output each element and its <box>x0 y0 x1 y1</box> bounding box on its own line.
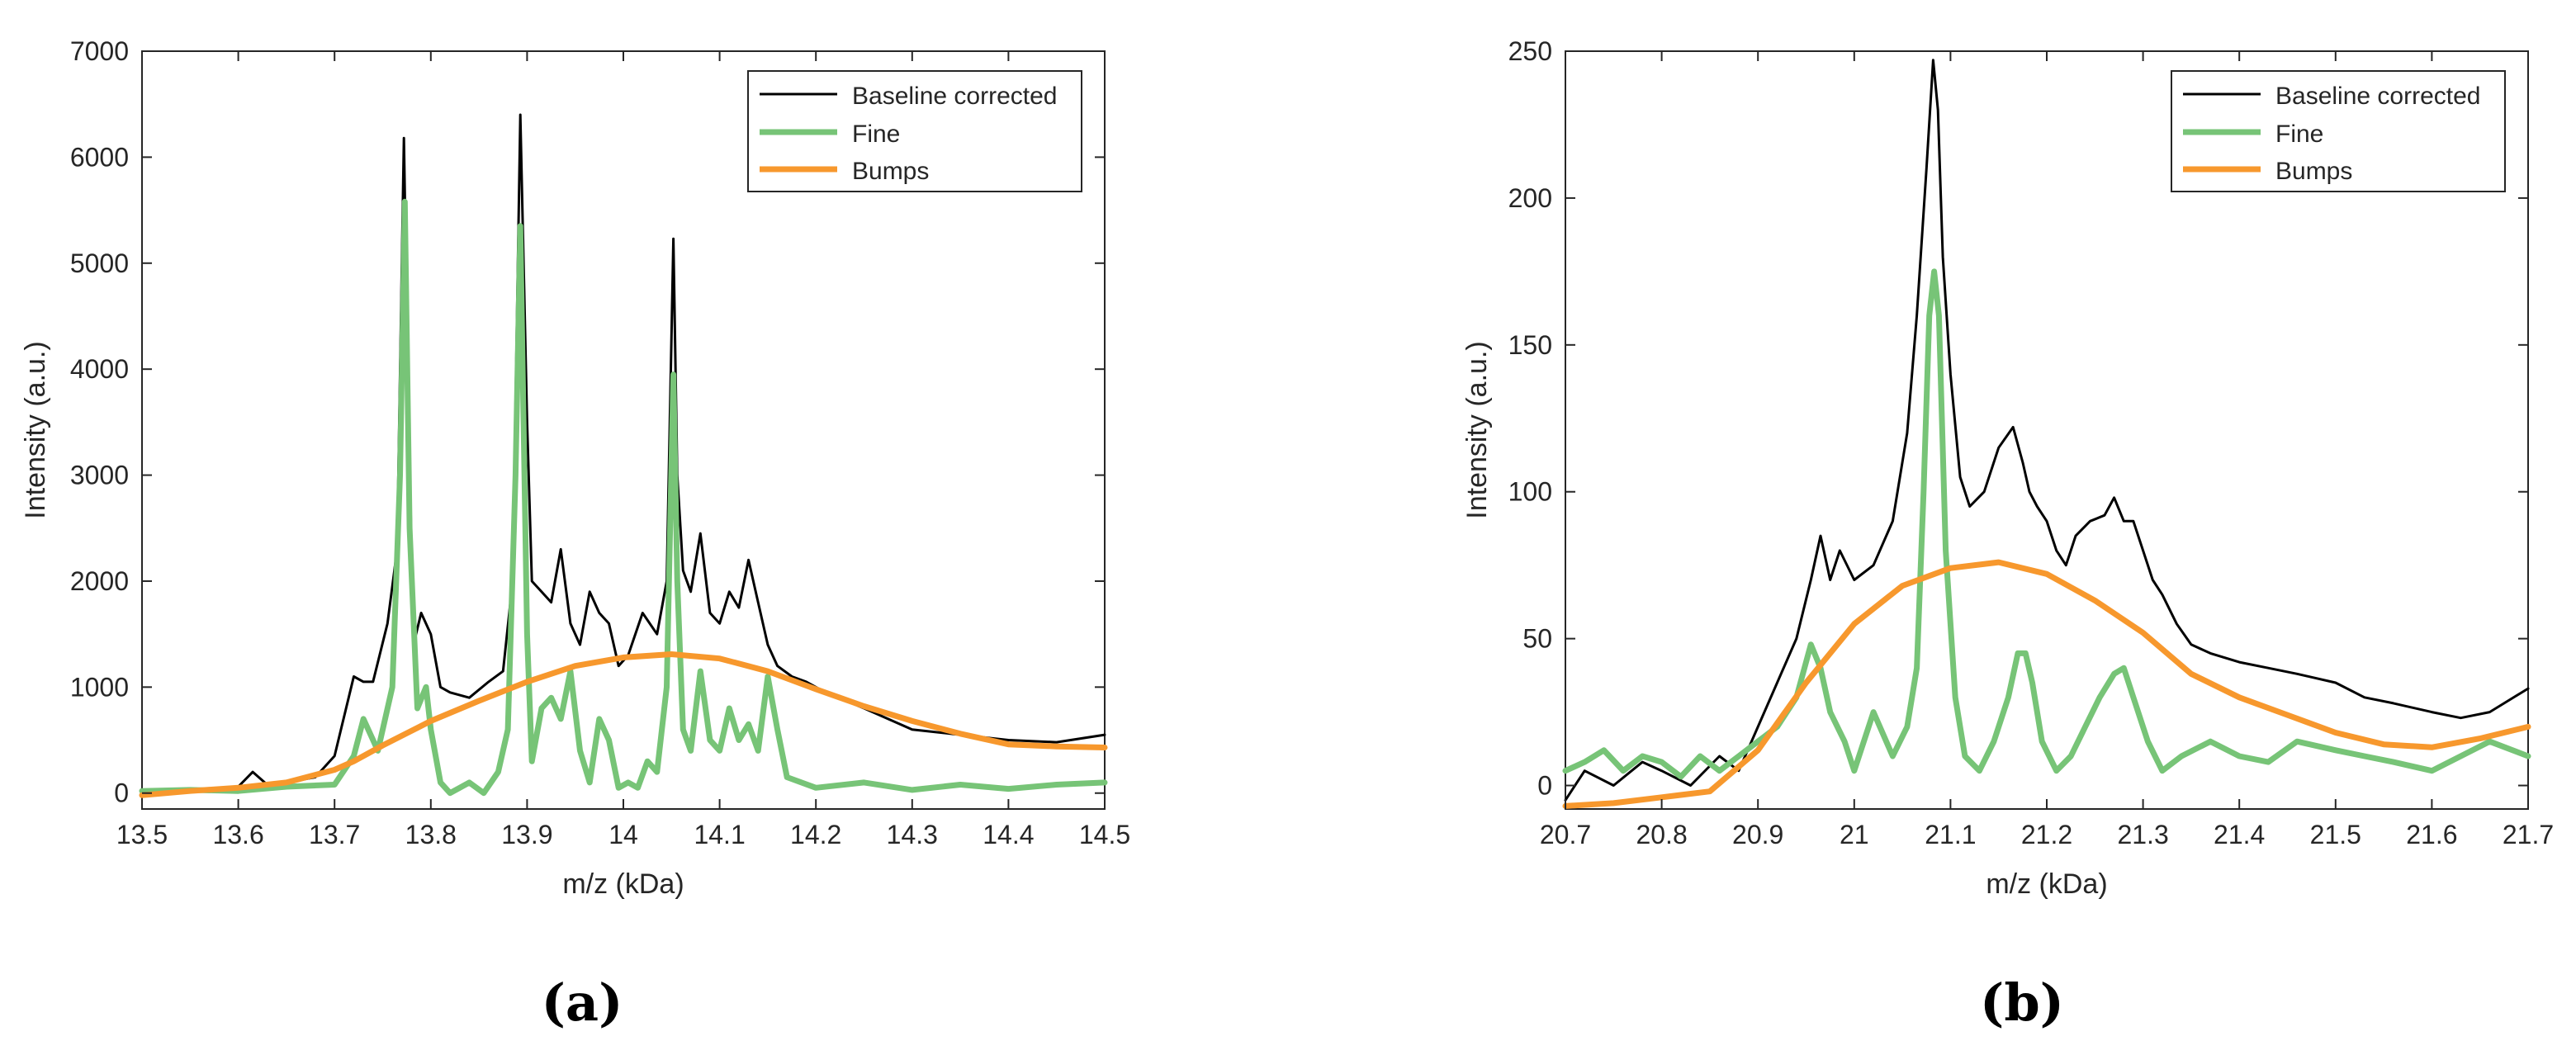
panel-a-xtick-label: 13.9 <box>501 820 552 849</box>
panel-a-series <box>139 113 1108 798</box>
panel-b-ytick-label: 250 <box>1508 36 1552 66</box>
panel-a-xtick-label: 14 <box>608 820 638 849</box>
panel-b: 20.7 20.8 20.9 21 21.1 21.2 21.3 21.4 21.5 21.6 21… <box>1461 36 2554 1033</box>
panel-a-xtick-label: 13.7 <box>309 820 360 849</box>
panel-a-ytick-label: 1000 <box>70 672 129 702</box>
panel-a-xtick-label: 14.4 <box>983 820 1034 849</box>
panel-b-legend-label-bumps: Bumps <box>2275 158 2352 185</box>
panel-a-series-baseline <box>140 113 1106 795</box>
panel-b-ytick-label: 200 <box>1508 183 1552 213</box>
panel-a-ytick-label: 2000 <box>70 566 129 596</box>
panel-b-series-baseline <box>1564 59 2530 802</box>
panel-b-xtick-label: 21.2 <box>2021 820 2072 849</box>
panel-b-ylabel: Intensity (a.u.) <box>1461 341 1493 518</box>
panel-a-xtick-label: 13.8 <box>405 820 457 849</box>
panel-b-xtick-label: 21.1 <box>1925 820 1976 849</box>
panel-b-xtick-label: 20.9 <box>1732 820 1783 849</box>
panel-b-xtick-label: 20.8 <box>1636 820 1687 849</box>
panel-b-ytick-label: 50 <box>1522 624 1552 654</box>
panel-b-ticks: 20.7 20.8 20.9 21 21.1 21.2 21.3 21.4 21.5 21.6 21… <box>1508 36 2555 849</box>
panel-a-legend: Baseline corrected Fine Bumps <box>747 70 1082 192</box>
panel-b-series-bumps <box>1562 559 2531 809</box>
panel-b-ytick-label: 0 <box>1537 771 1552 801</box>
panel-b-ytick-label: 150 <box>1508 330 1552 360</box>
panel-b-xlabel: m/z (kDa) <box>1986 868 2107 900</box>
panel-b-legend-label-fine: Fine <box>2275 121 2323 148</box>
panel-b-label: (b) <box>1980 972 2064 1033</box>
panel-b-xtick-label: 21.5 <box>2310 820 2361 849</box>
panel-a-ytick-label: 3000 <box>70 461 129 490</box>
panel-a-legend-label-baseline: Baseline corrected <box>852 83 1057 110</box>
panel-b-xtick-label: 20.7 <box>1540 820 1591 849</box>
panel-a-xtick-label: 14.1 <box>694 820 745 849</box>
panel-a-xtick-label: 14.3 <box>887 820 938 849</box>
panel-a-xtick-label: 14.5 <box>1079 820 1130 849</box>
panel-a-ytick-label: 0 <box>114 778 129 808</box>
panel-a-xtick-label: 13.6 <box>212 820 263 849</box>
panel-a-label: (a) <box>542 972 623 1033</box>
panel-b-xtick-label: 21.3 <box>2117 820 2168 849</box>
panel-a-legend-label-fine: Fine <box>852 121 900 148</box>
panel-a-xtick-label: 13.5 <box>116 820 168 849</box>
panel-a-ytick-label: 4000 <box>70 354 129 384</box>
panel-a-ytick-label: 6000 <box>70 142 129 172</box>
panel-a-series-bumps <box>139 651 1108 798</box>
panel-b-series-fine <box>1562 268 2531 780</box>
panel-b-legend-label-baseline: Baseline corrected <box>2275 83 2480 110</box>
panel-b-xtick-label: 21 <box>1840 820 1869 849</box>
panel-b-legend: Baseline corrected Fine Bumps <box>2171 70 2506 192</box>
panel-a-series-fine <box>139 198 1108 797</box>
panel-b-series <box>1562 59 2531 809</box>
panel-a-xlabel: m/z (kDa) <box>562 868 684 900</box>
panel-b-ytick-label: 100 <box>1508 477 1552 507</box>
panel-a-ytick-label: 5000 <box>70 248 129 278</box>
panel-b-xtick-label: 21.4 <box>2214 820 2265 849</box>
panel-b-xtick-label: 21.6 <box>2406 820 2457 849</box>
panel-a-xtick-label: 14.2 <box>790 820 841 849</box>
panel-a-ytick-label: 7000 <box>70 36 129 66</box>
panel-a-ylabel: Intensity (a.u.) <box>20 341 51 518</box>
panel-a: 13.5 13.6 13.7 13.8 13.9 14 14.1 14.2 14.3 14.4 14… <box>20 36 1130 1033</box>
panel-a-legend-label-bumps: Bumps <box>852 158 929 185</box>
panel-b-xtick-label: 21.7 <box>2503 820 2554 849</box>
panel-a-ticks: 13.5 13.6 13.7 13.8 13.9 14 14.1 14.2 14.3 14.4 14… <box>70 36 1130 849</box>
